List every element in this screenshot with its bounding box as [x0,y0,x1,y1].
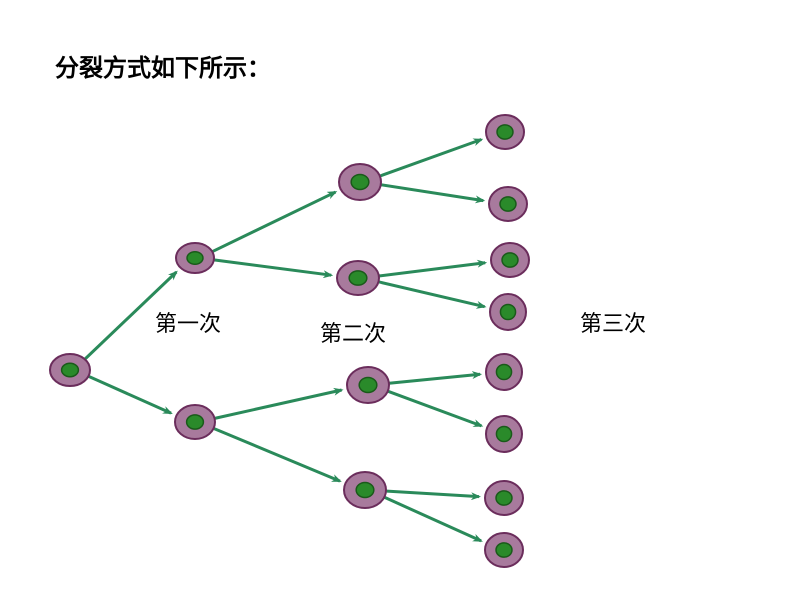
division-tree-diagram [0,0,794,596]
cell-node [485,533,523,567]
edge-arrow [388,374,480,383]
edge-arrow [211,192,335,252]
edge-arrow [383,497,481,541]
cell-node [490,294,526,330]
cell-nucleus [500,304,515,319]
cell-node [489,187,527,221]
cell-node [485,481,523,515]
cell-node [339,164,381,200]
edge-arrow [84,272,176,360]
nodes-layer [50,115,529,567]
cell-nucleus [500,197,516,211]
edge-arrow [378,263,485,276]
cell-node [486,416,522,452]
cell-nucleus [356,482,374,497]
edges-layer [84,139,485,540]
cell-nucleus [502,253,518,267]
cell-nucleus [496,364,511,379]
cell-node [486,115,524,149]
cell-nucleus [496,543,512,557]
edge-arrow [380,185,484,201]
cell-node [175,405,215,439]
edge-arrow [213,260,331,275]
cell-node [347,367,389,403]
cell-node [344,472,386,508]
edge-arrow [387,391,482,426]
cell-node [337,261,379,295]
cell-node [486,354,522,390]
cell-node [491,243,529,277]
edge-arrow [385,491,479,497]
cell-nucleus [359,377,377,392]
cell-nucleus [496,491,512,505]
edge-arrow [214,390,342,419]
edge-arrow [88,376,171,413]
edge-arrow [213,428,340,481]
cell-nucleus [187,415,204,429]
cell-node [176,243,214,273]
cell-nucleus [351,174,369,189]
cell-nucleus [62,363,79,376]
cell-nucleus [497,125,513,139]
edge-arrow [377,282,484,307]
cell-nucleus [187,252,203,265]
cell-nucleus [496,426,511,441]
edge-arrow [379,139,482,176]
cell-node [50,354,90,386]
cell-nucleus [349,271,367,285]
